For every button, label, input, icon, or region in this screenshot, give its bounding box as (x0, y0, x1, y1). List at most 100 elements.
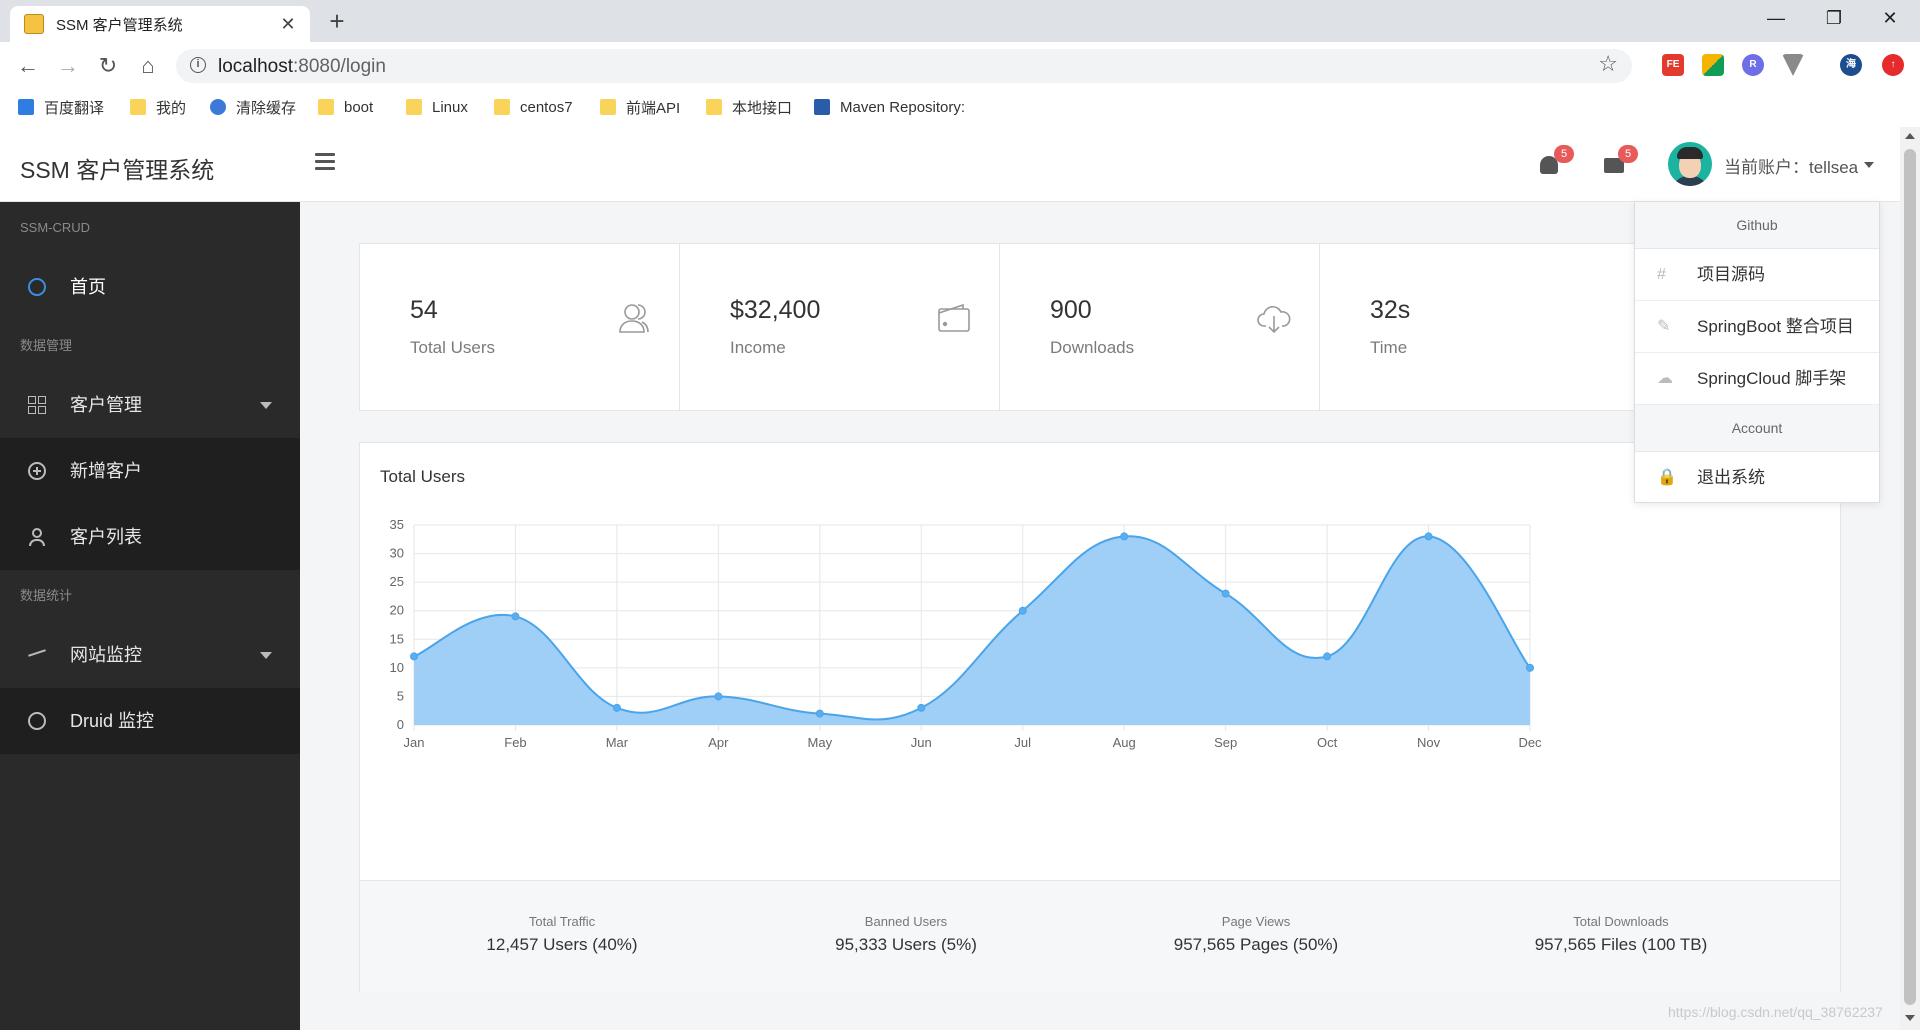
bookmark-label: 前端API (626, 99, 681, 117)
bookmark-label: Maven Repository: (840, 98, 966, 116)
series-line (413, 535, 1531, 721)
bookmark-centos7[interactable]: centos7 (494, 95, 573, 119)
translate-icon (18, 99, 34, 115)
extension-color-icon[interactable] (1702, 54, 1724, 76)
bookmark-star-icon[interactable]: ☆ (1598, 51, 1618, 76)
scroll-thumb[interactable] (1904, 149, 1916, 1005)
reload-icon[interactable]: ↻ (98, 53, 118, 78)
stat-banned-users: Banned Users 95,333 Users (5%) (726, 914, 1086, 955)
card-value: 900 (1050, 296, 1092, 324)
folder-icon (130, 99, 146, 115)
sidebar-item-add-customer[interactable]: 新增客户 (0, 438, 300, 504)
url-text[interactable]: localhost:8080/login (218, 56, 386, 78)
bookmark-maven[interactable]: Maven Repository: (814, 95, 965, 119)
extension-haitao-icon[interactable]: 海 (1840, 54, 1862, 76)
brand-title[interactable]: SSM 客户管理系统 (20, 157, 215, 183)
bookmark-clear-cache[interactable]: 清除缓存 (210, 95, 296, 119)
envelope-icon (1604, 158, 1624, 173)
bell-icon (1540, 156, 1558, 174)
url-bar[interactable]: i localhost:8080/login ☆ (176, 49, 1632, 83)
bookmark-label: 百度翻译 (44, 99, 105, 117)
messages-button[interactable]: 5 (1604, 145, 1638, 179)
app-header: SSM 客户管理系统 5 5 当前账户：tellsea (0, 127, 1900, 202)
tab-close-button[interactable]: ✕ (280, 13, 296, 34)
sidebar-item-site-monitor[interactable]: 网站监控 (0, 622, 300, 688)
x-tick-label: May (808, 735, 833, 750)
stat-card-time: 32s Time (1319, 243, 1661, 411)
x-tick-label: Jul (1014, 735, 1031, 750)
gear-icon (210, 99, 226, 115)
x-tick-label: Jan (404, 735, 425, 750)
page-scrollbar[interactable] (1900, 127, 1920, 1030)
scroll-up-icon[interactable] (1905, 133, 1915, 139)
x-tick-label: Feb (504, 735, 526, 750)
sidebar-item-customer-management[interactable]: 客户管理 (0, 372, 300, 438)
dropdown-item-source[interactable]: # 项目源码 (1635, 249, 1879, 301)
extension-fe-icon[interactable]: FE (1662, 54, 1684, 76)
maximize-button[interactable]: ❐ (1825, 8, 1843, 28)
dropdown-header-github: Github (1635, 202, 1879, 249)
folder-icon (318, 99, 334, 115)
dropdown-item-logout[interactable]: 🔒 退出系统 (1635, 452, 1879, 503)
chevron-down-icon (260, 652, 272, 659)
caret-down-icon[interactable] (1864, 162, 1874, 168)
stat-label: Total Downloads (1573, 914, 1669, 929)
back-icon[interactable]: ← (17, 53, 39, 78)
x-tick-label: Sep (1214, 735, 1237, 750)
avatar[interactable] (1668, 142, 1712, 186)
x-tick-label: Nov (1417, 735, 1441, 750)
stat-total-downloads: Total Downloads 957,565 Files (100 TB) (1441, 914, 1801, 955)
sidebar-item-label: 网站监控 (70, 645, 142, 665)
forward-icon[interactable]: → (57, 53, 79, 78)
bookmark-boot[interactable]: boot (318, 95, 373, 119)
card-value: $32,400 (730, 296, 821, 324)
y-tick-label: 20 (390, 603, 404, 618)
minimize-button[interactable]: — (1767, 8, 1785, 28)
sidebar-item-label: 客户管理 (70, 395, 142, 415)
extension-r-icon[interactable]: R (1742, 54, 1764, 76)
sidebar-item-customer-list[interactable]: 客户列表 (0, 504, 300, 570)
extension-v-icon[interactable] (1782, 54, 1804, 76)
account-label[interactable]: 当前账户：tellsea (1724, 158, 1859, 177)
data-point (815, 709, 824, 718)
stat-value: 95,333 Users (5%) (835, 935, 977, 954)
stat-card-income: $32,400 Income (679, 243, 1021, 411)
tab-title: SSM 客户管理系统 (56, 16, 183, 34)
sidebar-item-druid-monitor[interactable]: Druid 监控 (0, 688, 300, 754)
stat-card-downloads: 900 Downloads (999, 243, 1341, 411)
notifications-button[interactable]: 5 (1540, 145, 1574, 179)
app: SSM 客户管理系统 5 5 当前账户：tellsea SSM-CRUD 首页 … (0, 127, 1900, 1030)
sidebar-item-home[interactable]: 首页 (0, 254, 300, 320)
bookmark-local-api[interactable]: 本地接口 (706, 95, 792, 119)
watermark: https://blog.csdn.net/qq_38762237 (1668, 1004, 1883, 1020)
scroll-down-icon[interactable] (1905, 1015, 1915, 1021)
bookmark-linux[interactable]: Linux (406, 95, 468, 119)
info-icon[interactable]: i (190, 57, 206, 73)
bookmark-label: 我的 (156, 99, 187, 117)
home-icon[interactable]: ⌂ (141, 53, 155, 78)
dropdown-item-springcloud[interactable]: ☁ SpringCloud 脚手架 (1635, 353, 1879, 405)
y-tick-label: 15 (390, 631, 404, 646)
browser-tab[interactable]: SSM 客户管理系统 ✕ (10, 6, 310, 42)
bookmark-mine[interactable]: 我的 (130, 95, 186, 119)
dropdown-item-label: 项目源码 (1697, 265, 1765, 284)
stat-total-traffic: Total Traffic 12,457 Users (40%) (382, 914, 742, 955)
dropdown-item-springboot[interactable]: ✎ SpringBoot 整合项目 (1635, 301, 1879, 353)
chevron-down-icon (260, 402, 272, 409)
x-tick-label: Mar (606, 735, 629, 750)
menu-toggle-icon[interactable] (315, 153, 335, 170)
chart-title: Total Users (380, 467, 466, 486)
close-window-button[interactable]: ✕ (1882, 8, 1898, 28)
folder-icon (706, 99, 722, 115)
stat-label: Page Views (1221, 914, 1291, 929)
bookmark-translate[interactable]: 百度翻译 (18, 95, 104, 119)
y-tick-label: 10 (390, 660, 404, 675)
messages-badge: 5 (1618, 145, 1638, 163)
new-tab-button[interactable]: + (329, 6, 345, 36)
dropdown-item-label: SpringBoot 整合项目 (1697, 317, 1854, 336)
bookmark-frontend-api[interactable]: 前端API (600, 95, 680, 119)
dropdown-item-label: 退出系统 (1697, 468, 1765, 487)
extension-upload-icon[interactable]: ↑ (1882, 54, 1904, 76)
sidebar-section-title: SSM-CRUD (20, 220, 91, 235)
cloud-icon: ☁ (1657, 370, 1673, 387)
